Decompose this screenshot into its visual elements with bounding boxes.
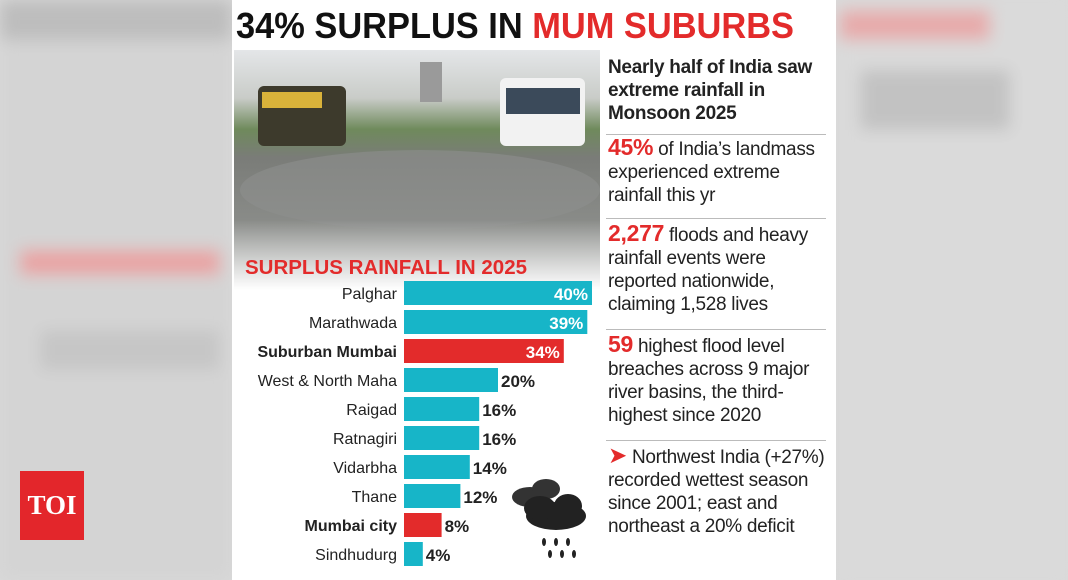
category-label: Thane (352, 489, 397, 506)
value-label: 39% (549, 314, 583, 333)
value-label: 16% (482, 430, 516, 449)
fact: 2,277 floods and heavy rainfall events w… (608, 222, 834, 316)
value-label: 20% (501, 372, 535, 391)
title-red: MUM SUBURBS (532, 5, 794, 46)
headline-title: 34% SURPLUS IN MUM SUBURBS (236, 5, 794, 46)
category-label: West & North Maha (258, 373, 397, 390)
category-label: Marathwada (309, 315, 397, 332)
value-label: 34% (526, 343, 560, 362)
value-label: 4% (426, 546, 451, 565)
bar (404, 310, 588, 334)
category-label: Mumbai city (305, 518, 398, 535)
fact-text: highest flood level breaches across 9 ma… (608, 336, 810, 426)
bar (404, 426, 480, 450)
fact-highlight: 2,277 (608, 220, 665, 246)
value-label: 16% (482, 401, 516, 420)
fact-text: Northwest India (+27%) recorded wettest … (608, 447, 825, 537)
bar (404, 542, 423, 566)
fact-highlight: 45% (608, 134, 654, 160)
title-black: 34% SURPLUS IN (236, 5, 523, 46)
chart-title: SURPLUS RAINFALL IN 2025 (245, 257, 527, 279)
bar (404, 339, 564, 363)
value-label: 40% (554, 285, 588, 304)
category-label: Palghar (342, 286, 398, 303)
bar (404, 455, 470, 479)
bar-chart: Palghar 40% Marathwada 39% Suburban Mumbai 34… (257, 281, 592, 566)
bar (404, 484, 461, 508)
fact-text: floods and heavy rainfall events were re… (608, 225, 808, 315)
category-label: Raigad (346, 402, 397, 419)
bar (404, 397, 480, 421)
fact-text: of India’s landmass experienced extreme … (608, 139, 815, 206)
bar (404, 281, 592, 305)
value-label: 8% (445, 517, 470, 536)
bar (404, 513, 442, 537)
separator (606, 218, 826, 219)
logo: TOI (20, 471, 84, 540)
separator (606, 134, 826, 135)
rain-icon (512, 479, 586, 558)
bar (404, 368, 498, 392)
value-label: 12% (463, 488, 497, 507)
photo (234, 50, 600, 290)
fact: 45% of India’s landmass experienced extr… (608, 136, 834, 207)
separator (606, 440, 826, 441)
category-label: Suburban Mumbai (257, 344, 397, 361)
category-label: Vidarbha (333, 460, 397, 477)
separator (606, 329, 826, 330)
fact-highlight: ➤ (608, 442, 627, 468)
fact-highlight: 59 (608, 331, 633, 357)
category-label: Ratnagiri (333, 431, 397, 448)
fact: 59 highest flood level breaches across 9… (608, 333, 834, 427)
category-label: Sindhudurg (315, 547, 397, 564)
fact: ➤ Northwest India (+27%) recorded wettes… (608, 444, 834, 538)
headline: Nearly half of India saw extreme rainfal… (608, 57, 812, 124)
value-label: 14% (473, 459, 507, 478)
